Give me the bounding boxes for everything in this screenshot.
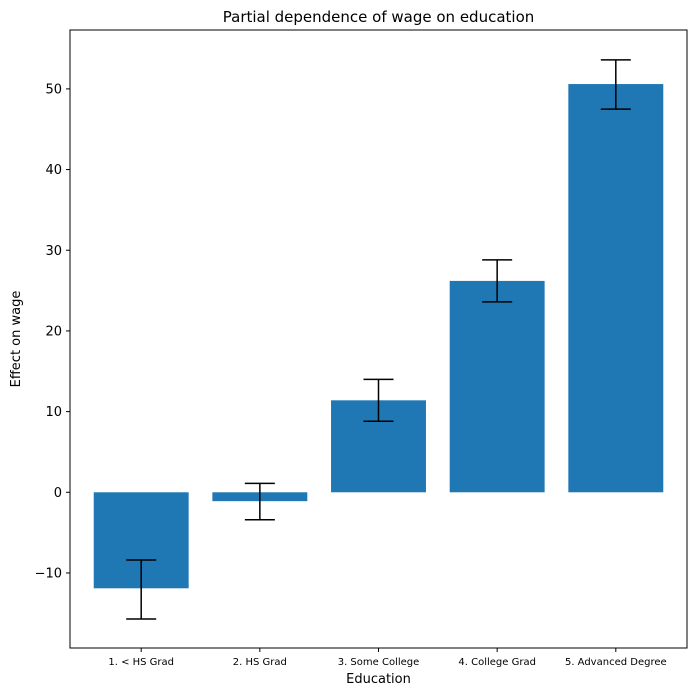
y-tick-label-4: 30 [45,244,62,259]
y-tick-label-0: −10 [35,566,62,581]
error-bar-1 [126,559,157,620]
x-tick-label-3: 4. College Grad [458,657,536,668]
error-bar-2 [244,482,275,521]
error-bar-4 [482,259,513,303]
y-tick-label-3: 20 [45,324,62,339]
bar-5 [568,84,664,493]
x-axis: 1. < HS Grad 2. HS Grad 3. Some College 4. … [108,648,667,668]
chart-title: Partial dependence of wage on education [223,8,535,26]
bar-4 [449,280,545,493]
y-tick-label-5: 40 [45,163,62,178]
error-bar-3 [363,378,394,423]
plot-area [69,29,688,649]
x-tick-label-0: 1. < HS Grad [108,657,174,668]
y-axis-label: Effect on wage [9,291,24,388]
y-tick-label-1: 0 [54,486,62,501]
y-tick-label-2: 10 [45,405,62,420]
x-axis-label: Education [346,672,411,687]
error-bar-5 [600,59,631,110]
x-tick-label-2: 3. Some College [338,657,420,668]
x-tick-label-4: 5. Advanced Degree [565,657,667,668]
y-axis: −10 0 10 20 30 40 50 [35,82,70,581]
x-tick-label-1: 2. HS Grad [233,657,287,668]
y-tick-label-6: 50 [45,82,62,97]
